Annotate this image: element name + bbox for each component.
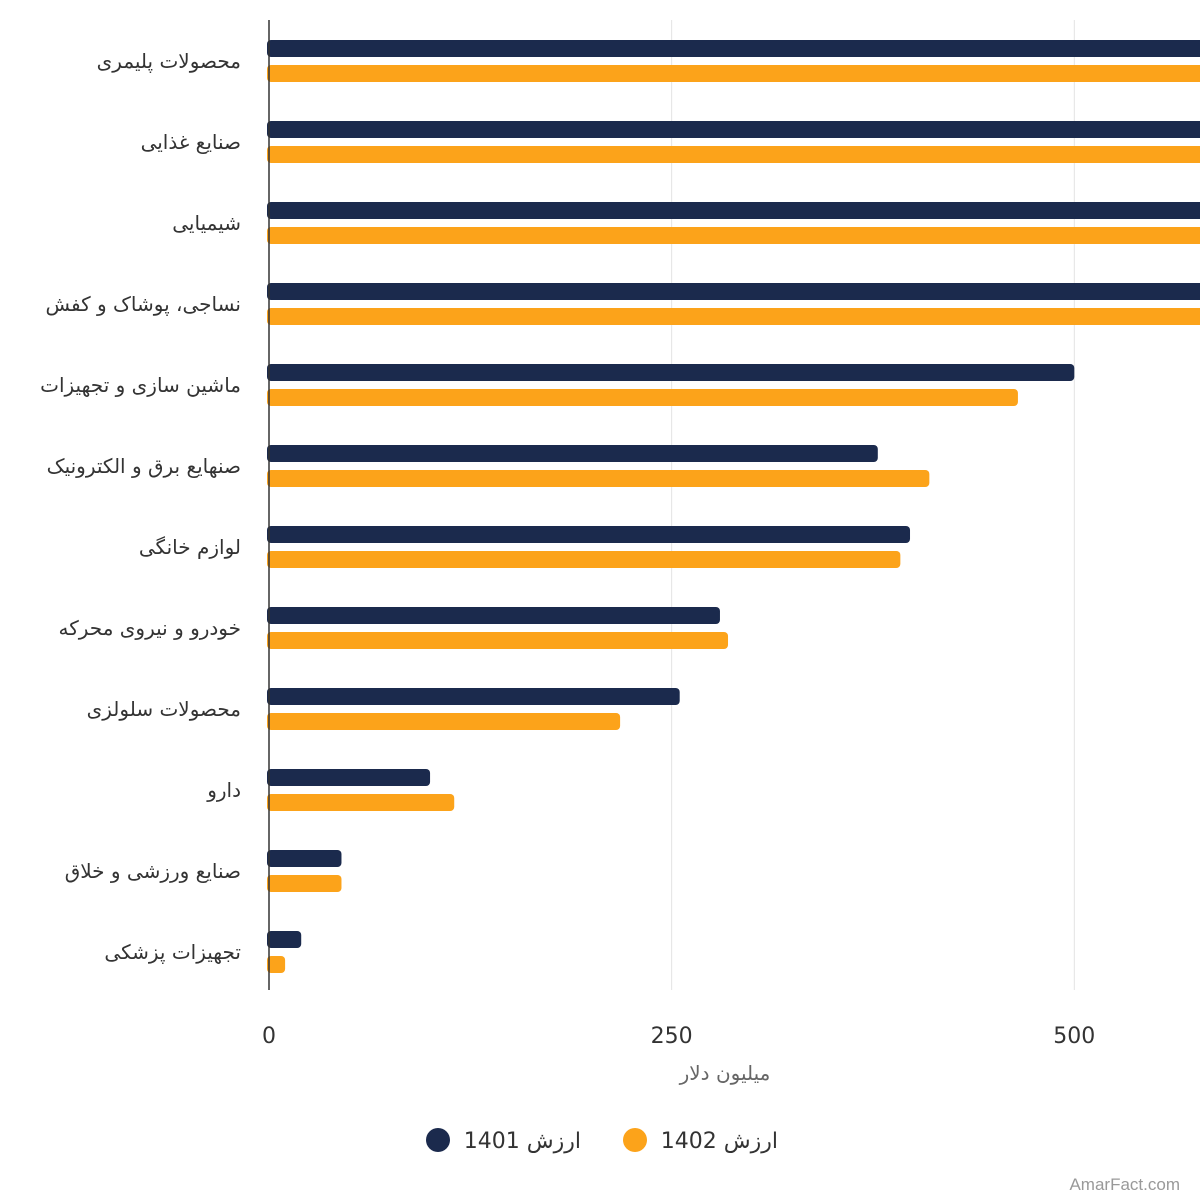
category-label: لوازم خانگی: [139, 535, 241, 559]
bar-1402: [267, 308, 1200, 325]
x-axis-title: میلیون دلار: [679, 1061, 771, 1085]
bar-1402: [267, 146, 1200, 163]
bar-1401: [267, 121, 1200, 138]
bar-1402: [267, 632, 729, 649]
bar-1401: [267, 40, 1200, 57]
credit-text: AmarFact.com: [1069, 1175, 1180, 1194]
category-label: محصولات سلولزی: [87, 697, 241, 721]
category-label: محصولات پلیمری: [97, 49, 241, 74]
bar-1401: [267, 283, 1200, 300]
bar-1401: [267, 931, 302, 948]
bar-1401: [267, 364, 1075, 381]
legend: ارزش 1401 ارزش 1402: [426, 1128, 778, 1154]
bar-1402: [267, 713, 621, 730]
bar-1401: [267, 769, 431, 786]
category-labels: محصولات پلیمری صنایع غذایی شیمیایی نساجی، پ…: [40, 49, 241, 965]
x-tick-label: 500: [1053, 1024, 1095, 1049]
x-tick-label: 0: [262, 1024, 276, 1049]
bar-1402: [267, 470, 930, 487]
legend-swatch: [623, 1128, 647, 1152]
bar-1401: [267, 445, 878, 462]
category-label: صنایع غذایی: [141, 130, 241, 154]
legend-swatch: [426, 1128, 450, 1152]
bar-1402: [267, 389, 1018, 406]
category-label: ماشین سازی و تجهیزات: [40, 373, 241, 397]
category-label: صنایع ورزشی و خلاق: [65, 859, 241, 883]
x-tick-labels: 0250500750100012501500175020002…: [262, 1024, 1095, 1049]
bar-1402: [267, 956, 286, 973]
legend-label: ارزش 1401: [464, 1129, 581, 1154]
gridlines: [671, 20, 1075, 990]
x-tick-label: 250: [651, 1024, 693, 1049]
bar-1402: [267, 875, 342, 892]
category-label: تجهیزات پزشکی: [104, 940, 241, 965]
bar-1401: [267, 526, 911, 543]
legend-label: ارزش 1402: [661, 1129, 778, 1154]
category-label: نساجی، پوشاک و کفش: [45, 292, 241, 317]
category-label: شیمیایی: [172, 211, 241, 235]
bar-1401: [267, 688, 680, 705]
bar-1401: [267, 850, 342, 867]
category-label: خودرو و نیروی محرکه: [59, 616, 242, 640]
bar-1402: [267, 794, 455, 811]
bar-1402: [267, 227, 1200, 244]
bar-1401: [267, 202, 1200, 219]
bar-1402: [267, 551, 901, 568]
bars: [267, 40, 1200, 973]
category-label: دارو: [206, 778, 241, 802]
bar-1401: [267, 607, 720, 624]
bar-1402: [267, 65, 1200, 82]
category-label: صنهایع برق و الکترونیک: [47, 454, 241, 478]
